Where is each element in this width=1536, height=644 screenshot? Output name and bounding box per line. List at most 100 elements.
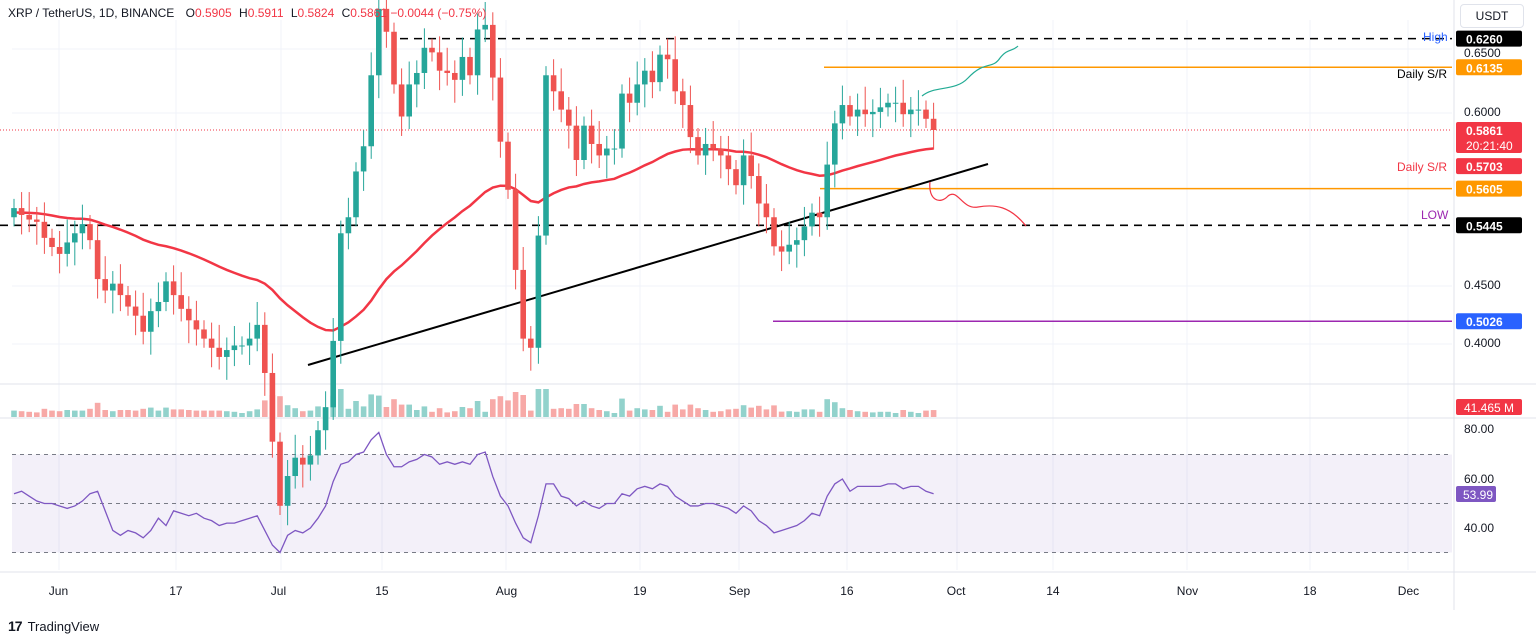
volume-bar xyxy=(771,405,777,417)
volume-bar xyxy=(231,411,238,417)
candle-body xyxy=(300,457,306,465)
volume-bar xyxy=(353,401,359,417)
volume-bar xyxy=(155,410,162,417)
volume-bar xyxy=(892,413,899,417)
candle-body xyxy=(421,47,428,73)
candle-body xyxy=(269,372,276,442)
volume-bar xyxy=(94,402,101,417)
price-tick: 0.4000 xyxy=(1464,336,1501,350)
volume-bar xyxy=(315,406,321,417)
volume-bar xyxy=(923,410,929,417)
candle-body xyxy=(566,109,572,126)
candle-body xyxy=(368,75,374,147)
candle-body xyxy=(170,281,177,296)
volume-bar xyxy=(535,389,542,417)
candle-body xyxy=(49,237,55,248)
candle-body xyxy=(596,143,602,156)
volume-bar xyxy=(550,408,557,417)
volume-bar xyxy=(619,398,625,417)
candle-body xyxy=(588,125,595,144)
candle-body xyxy=(649,70,656,83)
candle-body xyxy=(262,324,268,373)
candle-body xyxy=(140,315,146,332)
volume-bar xyxy=(110,411,116,417)
candle-body xyxy=(885,102,891,108)
volume-bar xyxy=(680,409,686,417)
candle-body xyxy=(360,146,367,172)
candle-body xyxy=(908,109,914,115)
candle-body xyxy=(56,247,63,254)
volume-bar xyxy=(558,408,564,417)
volume-bar xyxy=(360,406,367,417)
volume-bar xyxy=(246,411,253,417)
currency-button[interactable]: USDT xyxy=(1460,4,1524,28)
volume-bar xyxy=(277,396,283,417)
volume-bar xyxy=(588,408,595,417)
candle-body xyxy=(201,329,207,339)
high-label: H xyxy=(239,6,248,20)
candle-body xyxy=(87,224,93,241)
volume-bar xyxy=(436,408,443,417)
candle-body xyxy=(239,345,245,347)
candle-body xyxy=(824,164,830,218)
volume-bar xyxy=(452,411,458,417)
volume-bar xyxy=(262,400,268,417)
candle-body xyxy=(900,102,906,115)
candle-body xyxy=(619,93,625,149)
volume-bar xyxy=(626,410,633,417)
volume-bar xyxy=(18,411,25,417)
volume-bar xyxy=(193,410,200,417)
candle-body xyxy=(870,111,876,115)
candle-body xyxy=(216,347,222,357)
volume-bar xyxy=(687,404,694,417)
volume-bar xyxy=(634,408,640,417)
candle-body xyxy=(930,118,937,130)
time-tick: Jul xyxy=(271,584,286,598)
price-axis: 0.65000.60000.45000.40000.65860.62600.61… xyxy=(1456,30,1522,535)
candle-body xyxy=(626,93,633,103)
candle-body xyxy=(322,407,329,431)
candle-body xyxy=(11,208,17,218)
volume-bar xyxy=(740,405,747,417)
volume-bar xyxy=(368,394,374,417)
drawings: High Daily S/R Daily S/R LOW xyxy=(0,30,1452,366)
volume-bar xyxy=(505,400,511,417)
low-price-value: 0.5026 xyxy=(1466,315,1503,329)
candle-body xyxy=(839,105,846,124)
tradingview-logo[interactable]: 17 TradingView xyxy=(8,618,99,634)
candle-body xyxy=(125,295,131,307)
candle-body xyxy=(94,240,101,280)
candle-body xyxy=(231,345,238,351)
candle-body xyxy=(148,311,154,332)
candle-body xyxy=(778,246,785,252)
candle-body xyxy=(550,75,557,92)
volume-bar xyxy=(763,409,770,417)
trendline xyxy=(307,163,989,366)
candle-body xyxy=(110,283,116,291)
volume-bar xyxy=(528,410,534,417)
volume-bar xyxy=(870,412,876,417)
volume-bar xyxy=(520,395,526,417)
candle-body xyxy=(436,52,443,71)
volume-bar xyxy=(854,411,861,417)
volume-bar xyxy=(383,407,390,417)
volume-bar xyxy=(543,389,549,417)
volume-bar xyxy=(611,413,618,417)
volume-bar xyxy=(376,395,382,417)
volume-bar xyxy=(64,410,70,417)
symbol-title[interactable]: XRP / TetherUS, 1D, BINANCE xyxy=(8,6,175,20)
candle-body xyxy=(687,105,694,138)
candle-body xyxy=(923,109,929,119)
candle-body xyxy=(18,208,25,215)
time-axis: Jun 17 Jul 15 Aug 19 Sep 16 Oct 14 Nov 18 Dec xyxy=(49,584,1419,598)
candle-body xyxy=(581,125,587,160)
resistance-price-value: 0.6135 xyxy=(1466,61,1503,75)
open-label: O xyxy=(185,6,195,20)
daily-sr-annotation: Daily S/R xyxy=(1397,160,1447,174)
candle-body xyxy=(224,350,230,357)
candle-body xyxy=(702,143,709,156)
candle-body xyxy=(459,56,466,80)
time-tick: Dec xyxy=(1398,584,1419,598)
candle-body xyxy=(832,123,838,165)
